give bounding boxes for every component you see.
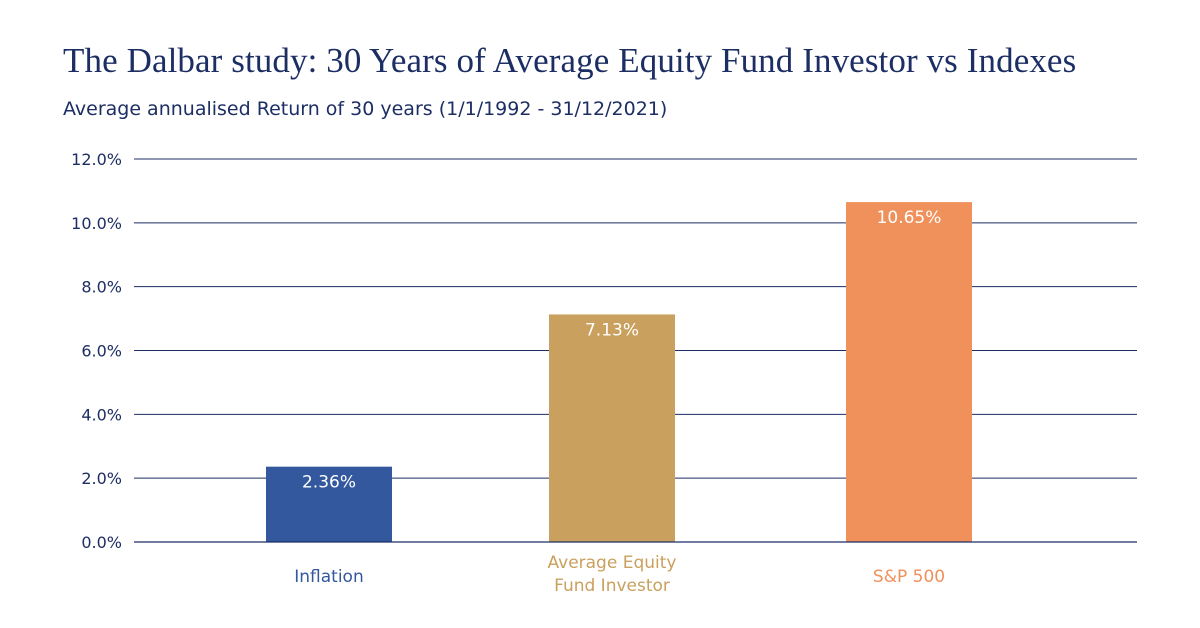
data-label: 10.65% <box>877 208 942 228</box>
category-label: S&P 500 <box>873 567 945 587</box>
y-tick-label: 6.0% <box>81 342 122 361</box>
data-label: 7.13% <box>585 320 639 340</box>
y-tick-label: 2.0% <box>81 469 122 488</box>
category-label: Inflation <box>294 567 363 587</box>
y-tick-label: 8.0% <box>81 278 122 297</box>
y-tick-label: 12.0% <box>71 150 122 169</box>
data-label: 2.36% <box>302 473 356 493</box>
bar <box>846 202 972 542</box>
chart-subtitle: Average annualised Return of 30 years (1… <box>63 98 668 120</box>
category-label: Average Equity <box>548 553 677 573</box>
y-tick-label: 4.0% <box>81 405 122 424</box>
bar <box>549 314 675 542</box>
category-label: Fund Investor <box>554 576 670 596</box>
y-tick-label: 10.0% <box>71 214 122 233</box>
y-tick-label: 0.0% <box>81 533 122 552</box>
bar <box>266 466 392 542</box>
chart-title: The Dalbar study: 30 Years of Average Eq… <box>63 41 1077 80</box>
